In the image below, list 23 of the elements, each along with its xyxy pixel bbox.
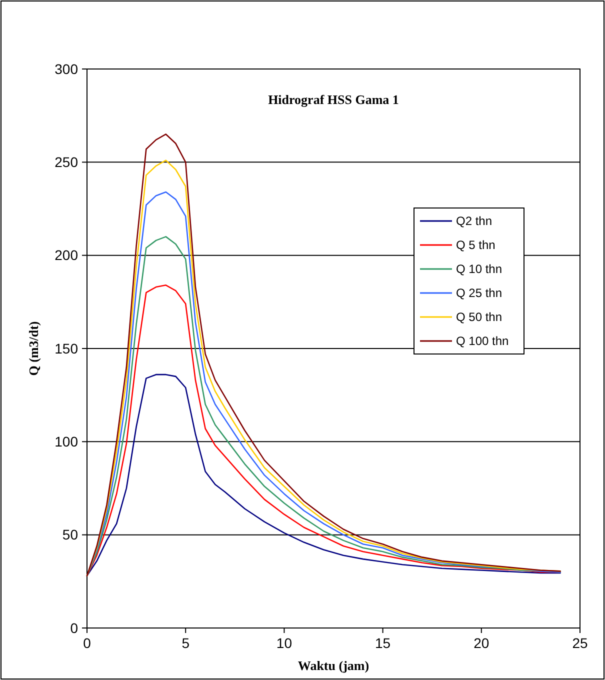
y-tick-label: 0: [70, 620, 78, 636]
x-axis-title: Waktu (jam): [298, 658, 370, 673]
y-tick-label: 150: [54, 340, 78, 356]
y-tick-label: 200: [54, 247, 78, 264]
legend-label: Q 10 thn: [456, 262, 502, 276]
y-tick-label: 250: [54, 154, 78, 170]
x-tick-label: 10: [276, 635, 292, 651]
text: Hidrograf HSS Gama 1: [268, 92, 399, 107]
y-axis-title: Q (m3/dt): [26, 321, 41, 376]
x-tick-label: 25: [572, 635, 588, 651]
y-tick-label: 100: [54, 434, 78, 450]
legend-label: Q 25 thn: [456, 286, 502, 300]
legend-label: Q 100 thn: [456, 334, 509, 348]
x-tick-label: 15: [375, 635, 391, 651]
legend-label: Q 5 thn: [456, 238, 496, 252]
x-tick-label: 5: [182, 635, 190, 651]
y-tick-label: 300: [54, 60, 78, 77]
line-series: [86, 374, 561, 576]
legend-label: Q2 thn: [456, 214, 492, 228]
legend-label: Q 50 thn: [456, 310, 502, 324]
x-tick-label: 20: [474, 635, 490, 651]
y-tick-label: 50: [62, 526, 78, 543]
x-tick-label: 0: [83, 635, 92, 651]
